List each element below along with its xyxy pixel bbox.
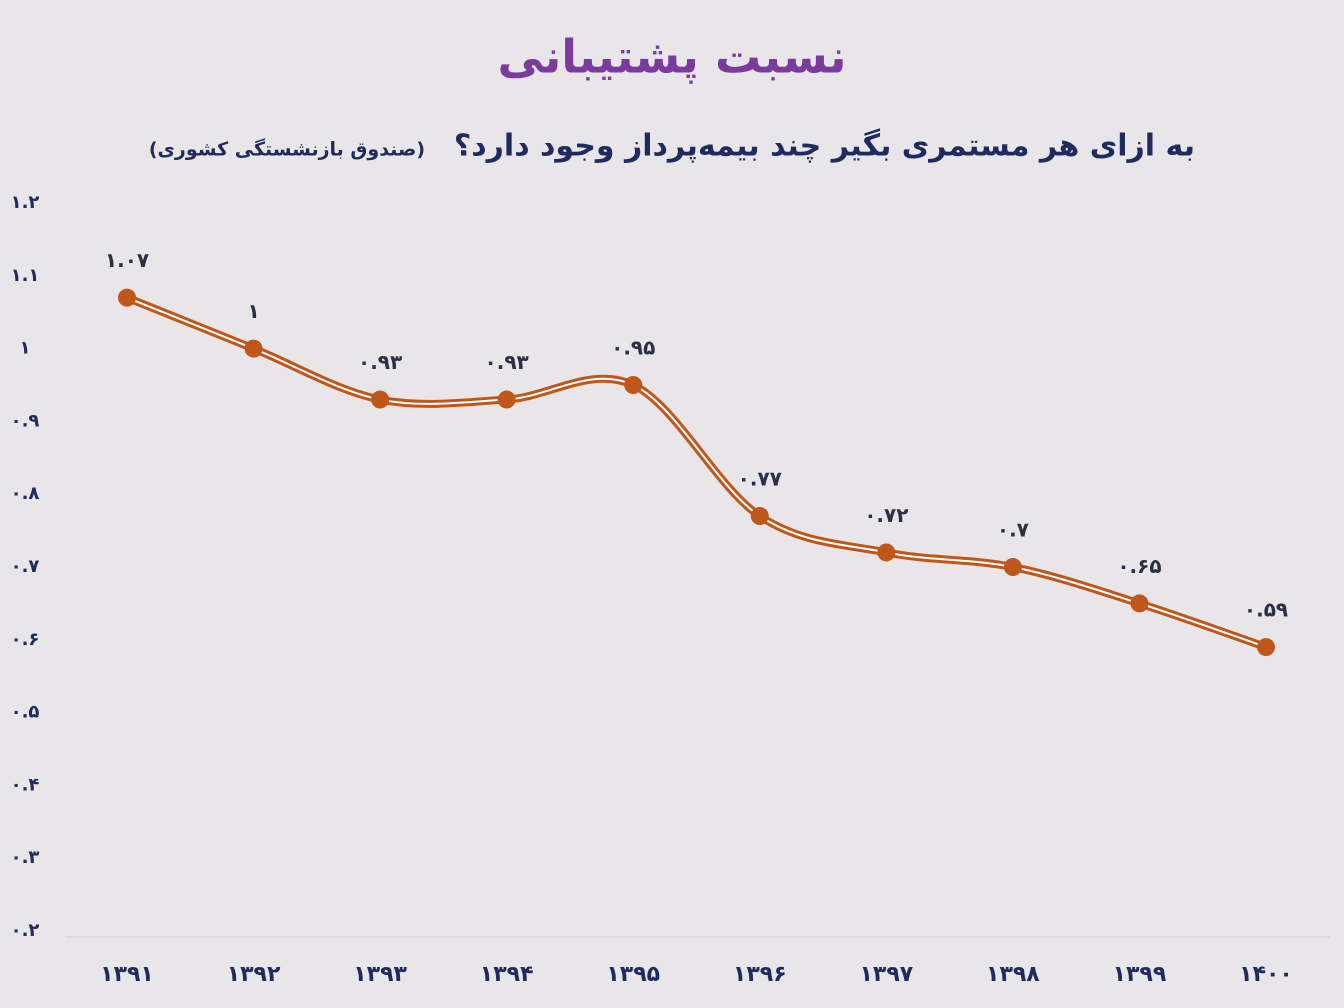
y-tick-label: ۰.۳ — [11, 847, 40, 868]
data-label: ۰.۵۹ — [1244, 598, 1288, 622]
y-tick-label: ۱.۱ — [11, 265, 40, 286]
x-tick-label: ۱۳۹۵ — [606, 962, 660, 987]
chart-title: نسبت پشتیبانی — [497, 30, 846, 85]
x-tick-label: ۱۳۹۶ — [733, 962, 787, 987]
data-label: ۰.۷۷ — [738, 467, 782, 491]
point — [371, 390, 390, 409]
line-highlight — [126, 296, 1267, 649]
x-tick-label: ۱۳۹۴ — [480, 962, 534, 987]
data-label: ۰.۹۳ — [358, 350, 402, 374]
data-label: ۱ — [247, 299, 259, 323]
point — [1257, 638, 1275, 657]
point — [118, 288, 136, 307]
chart-subtitle: به ازای هر مستمری بگیر چند بیمه‌پرداز وج… — [454, 128, 1195, 164]
x-tick-label: ۱۴۰۰ — [1239, 962, 1293, 987]
y-tick-label: ۰.۶ — [11, 629, 40, 650]
point — [750, 507, 769, 526]
y-tick-label: ۱ — [20, 338, 31, 359]
source-note: (صندوق بازنشستگی کشوری) — [149, 138, 425, 161]
y-tick-label: ۰.۷ — [11, 556, 40, 577]
y-tick-label: ۰.۴ — [11, 774, 40, 795]
y-tick-label: ۱.۲ — [11, 192, 40, 213]
point — [497, 390, 516, 409]
data-label: ۰.۷ — [997, 518, 1029, 542]
point — [624, 376, 643, 394]
x-tick-label: ۱۳۹۳ — [353, 962, 407, 987]
y-tick-label: ۰.۹ — [11, 410, 40, 431]
x-tick-label: ۱۳۹۱ — [100, 962, 154, 987]
data-label: ۰.۹۳ — [485, 350, 529, 374]
point — [1003, 558, 1022, 576]
point — [1130, 594, 1149, 613]
data-label: ۰.۹۵ — [611, 336, 655, 360]
y-tick-label: ۰.۵ — [11, 702, 40, 723]
x-tick-label: ۱۳۹۸ — [986, 962, 1040, 987]
y-tick-label: ۰.۲ — [11, 920, 40, 941]
x-tick-label: ۱۳۹۷ — [859, 962, 913, 987]
x-tick-label: ۱۳۹۲ — [227, 962, 281, 987]
data-label: ۰.۶۵ — [1117, 554, 1161, 578]
x-tick-label: ۱۳۹۹ — [1113, 962, 1167, 987]
data-label: ۱.۰۷ — [105, 248, 149, 272]
data-label: ۰.۷۲ — [864, 503, 908, 527]
y-tick-label: ۰.۸ — [11, 483, 40, 504]
point — [877, 543, 896, 562]
point — [244, 339, 263, 358]
